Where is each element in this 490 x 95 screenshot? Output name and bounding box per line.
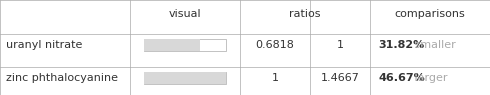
Text: 1: 1 [337,40,343,49]
Text: 46.67%: 46.67% [378,73,425,83]
Text: 1.4667: 1.4667 [320,73,360,83]
Text: comparisons: comparisons [394,9,466,19]
Bar [144,72,226,84]
Text: smaller: smaller [411,40,456,49]
Text: zinc phthalocyanine: zinc phthalocyanine [6,73,118,83]
Text: visual: visual [169,9,201,19]
Text: 31.82%: 31.82% [378,40,424,49]
Text: ratios: ratios [289,9,321,19]
Bar [144,72,226,84]
Text: larger: larger [411,73,447,83]
Text: uranyl nitrate: uranyl nitrate [6,40,82,49]
Bar [144,38,200,51]
Text: 1: 1 [271,73,278,83]
Bar [144,38,226,51]
Text: 0.6818: 0.6818 [256,40,294,49]
